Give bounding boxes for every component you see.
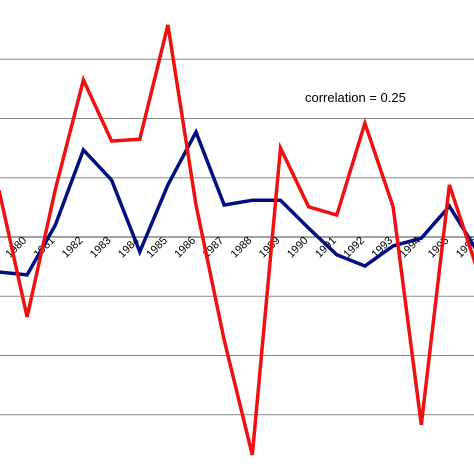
x-tick-label: 1979 xyxy=(0,235,1,261)
annotation: correlation = 0.25 xyxy=(305,90,406,105)
x-tick-label: 1991 xyxy=(313,235,339,261)
x-tick-label: 1995 xyxy=(426,235,452,261)
series-line xyxy=(0,24,474,456)
x-tick-label: 1982 xyxy=(60,235,86,261)
x-tick-label: 1980 xyxy=(3,235,29,261)
x-tick-label: 1990 xyxy=(285,235,311,261)
x-tick-label: 1985 xyxy=(144,235,170,261)
x-tick-label: 1988 xyxy=(229,235,255,261)
x-tick-label: 1986 xyxy=(172,235,198,261)
x-tick-label: 1983 xyxy=(88,235,114,261)
